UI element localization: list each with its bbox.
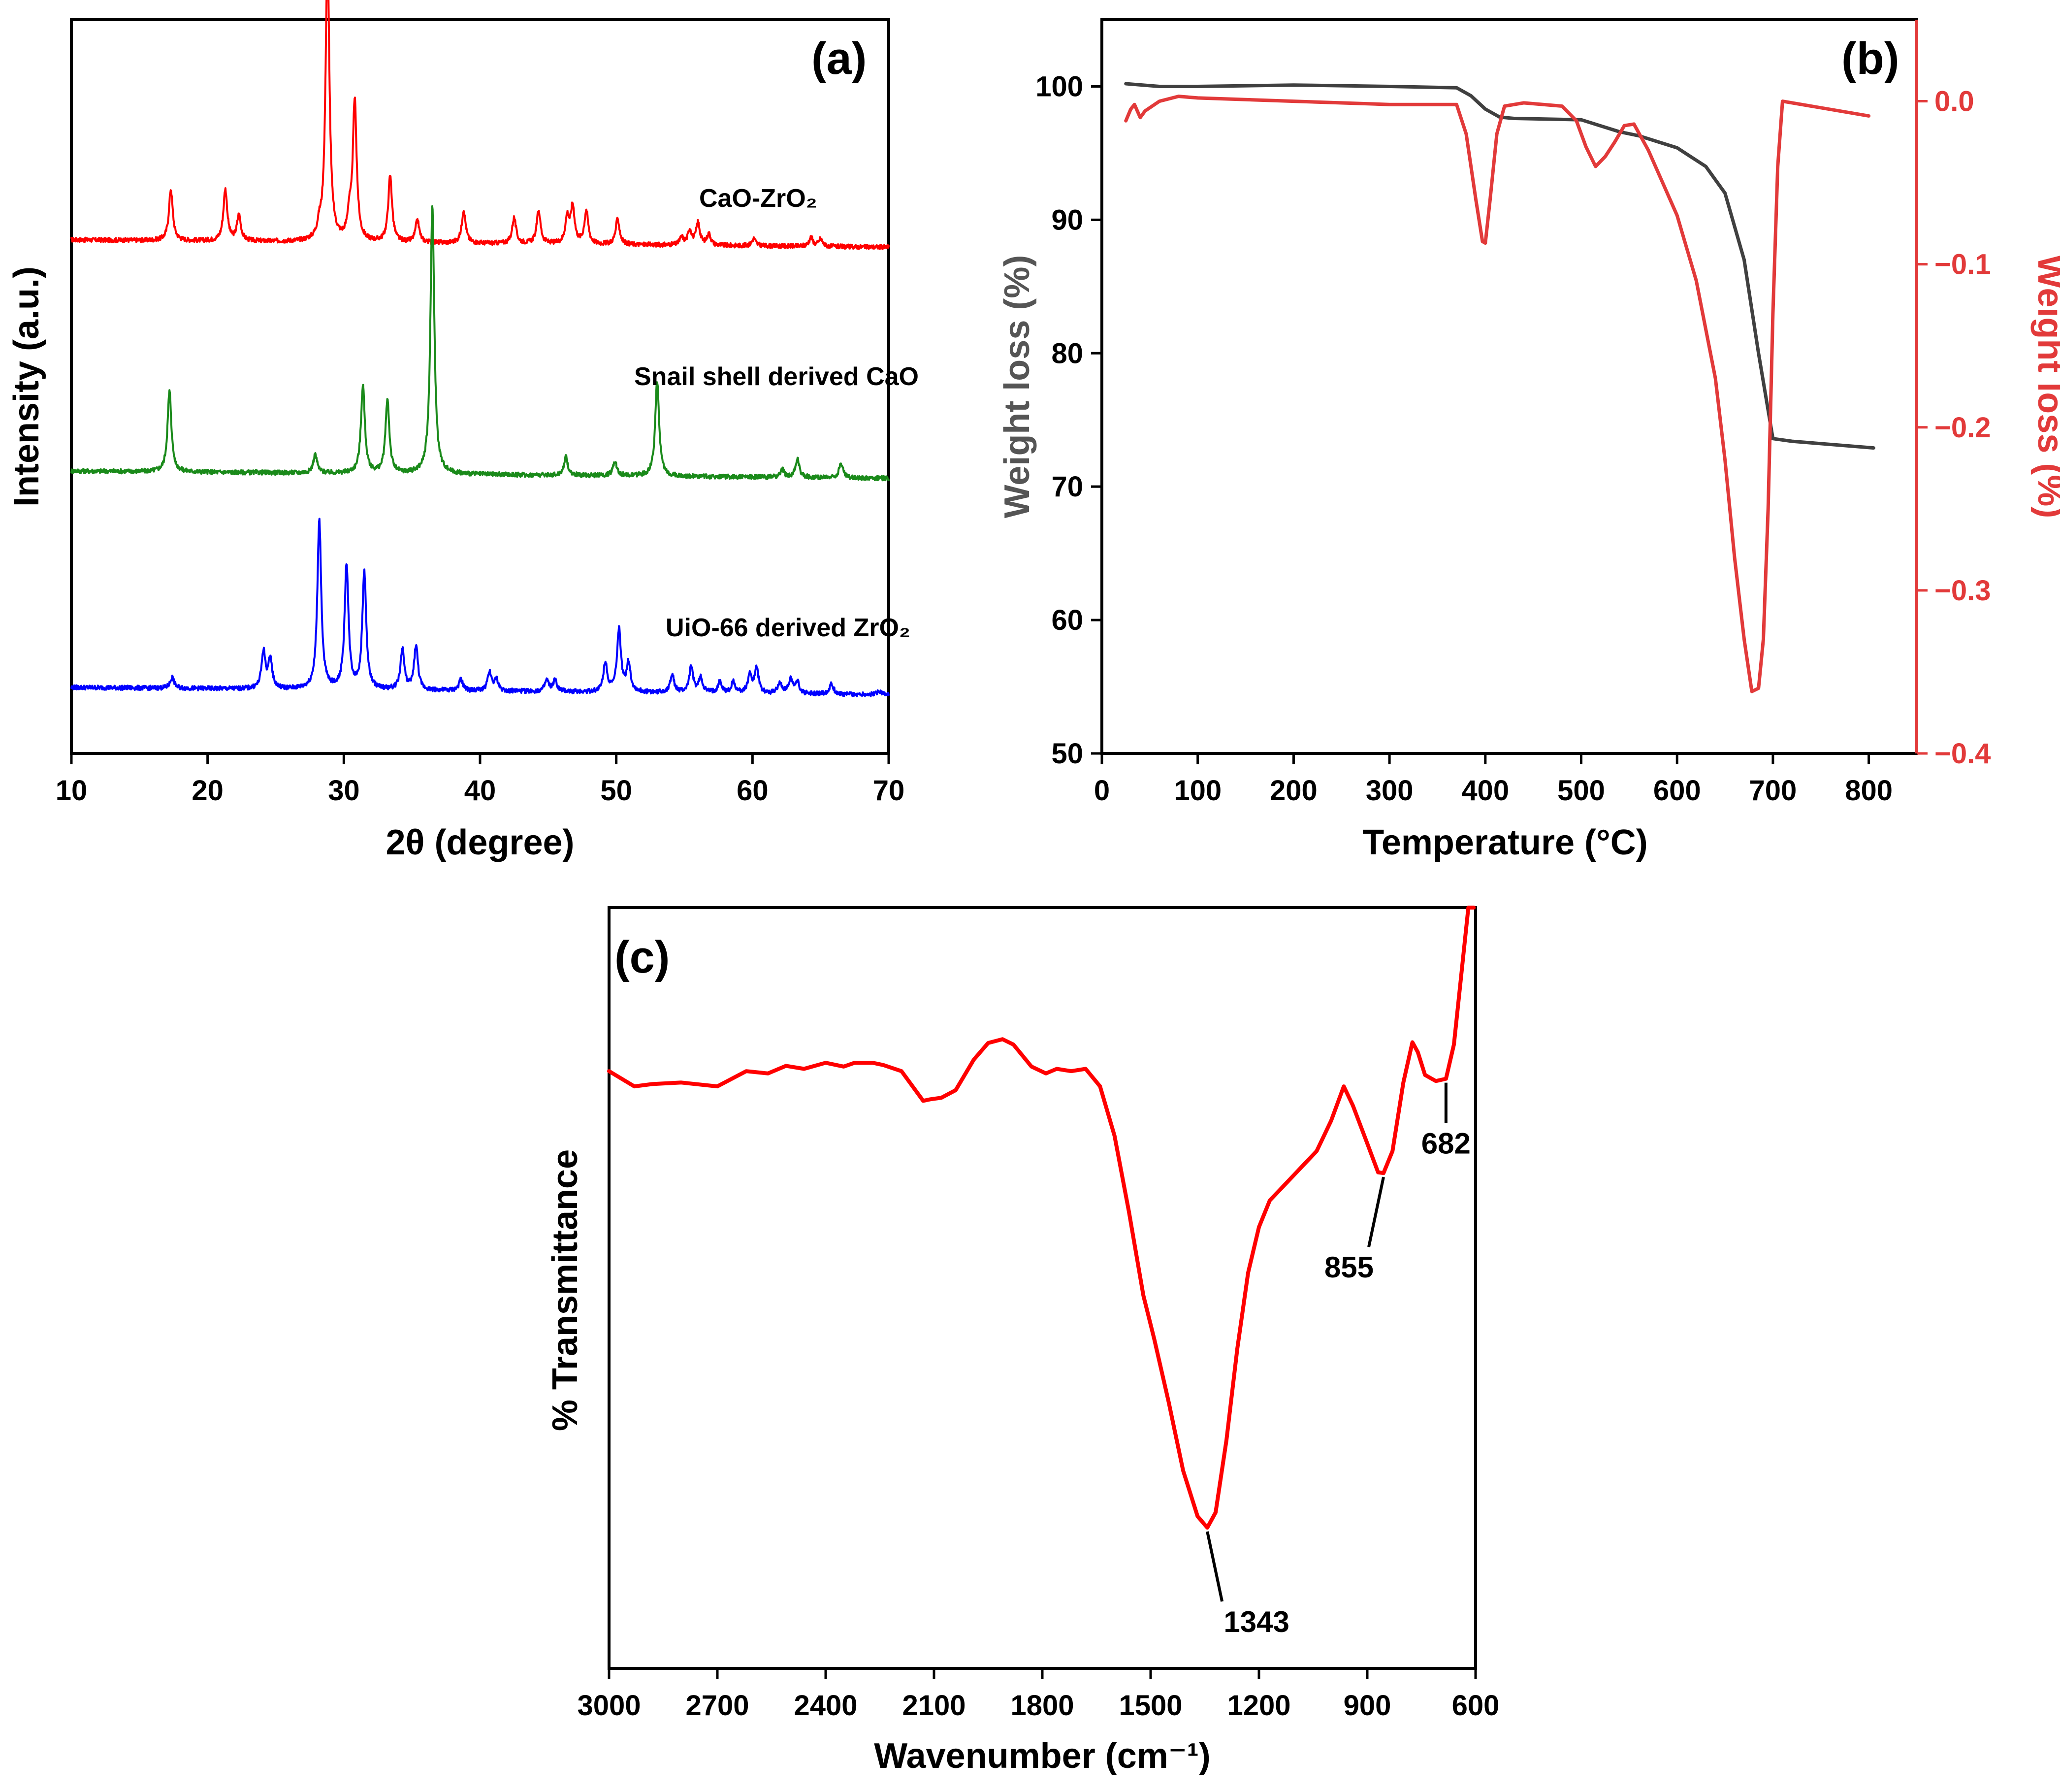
xrd-x-tick-label: 60 <box>737 775 769 807</box>
ftir-annotations: 1343 855 682 <box>1206 1082 1471 1638</box>
ftir-x-tick-label: 1200 <box>1227 1690 1290 1722</box>
xrd-series-line-0 <box>70 0 890 251</box>
xrd-x-tick-label: 50 <box>600 775 632 807</box>
xrd-label-cao-zro2: CaO-ZrO₂ <box>699 184 817 213</box>
dtg-series-line <box>1124 95 1871 693</box>
ftir-x-axis-title: Wavenumber (cm⁻¹) <box>874 1736 1210 1776</box>
tga-x-ticks: 0 100 200 300 400 500 600 700 800 <box>1094 753 1893 807</box>
xrd-x-tick-label: 10 <box>56 775 88 807</box>
ftir-x-tick-label: 2100 <box>902 1690 966 1722</box>
xrd-panel-label: (a) <box>811 33 867 84</box>
tga-x-axis-title: Temperature (°C) <box>1362 823 1648 862</box>
xrd-x-ticks: 10 20 30 40 50 60 70 <box>56 753 905 807</box>
xrd-x-tick-label: 30 <box>328 775 360 807</box>
tga-x-tick-label: 400 <box>1461 775 1509 807</box>
tga-y-tick-label: 70 <box>1051 471 1083 503</box>
tga-y2-ticks: −0.4 −0.3 −0.2 −0.1 0.0 <box>1917 86 1991 770</box>
tga-x-tick-label: 600 <box>1653 775 1701 807</box>
ftir-x-ticks: 3000 2700 2400 2100 1800 1500 1200 900 600 <box>577 1668 1499 1722</box>
ftir-x-tick-label: 900 <box>1344 1690 1391 1722</box>
tga-y-axis-title: Weight loss (%) <box>998 255 1037 519</box>
tga-x-tick-label: 200 <box>1270 775 1318 807</box>
ftir-x-tick-label: 1800 <box>1010 1690 1074 1722</box>
xrd-label-uio66-zro2: UiO-66 derived ZrO₂ <box>666 614 910 642</box>
xrd-x-tick-label: 70 <box>873 775 905 807</box>
tga-y2-axis-title: Weight loss (%) <box>2030 255 2060 519</box>
ftir-annotation-leader <box>1367 1176 1385 1247</box>
ftir-annotation-label: 1343 <box>1223 1605 1289 1638</box>
tga-y2-tick-label: −0.4 <box>1934 738 1991 770</box>
tga-series-line <box>1124 82 1875 450</box>
tga-y2-tick-label: 0.0 <box>1934 86 1974 118</box>
ftir-x-tick-label: 2700 <box>685 1690 749 1722</box>
tga-x-tick-label: 100 <box>1174 775 1222 807</box>
ftir-y-axis-title: % Transmittance <box>546 1149 585 1431</box>
ftir-series-group <box>607 906 1476 1530</box>
ftir-x-tick-label: 600 <box>1452 1690 1500 1722</box>
ftir-x-tick-label: 1500 <box>1119 1690 1182 1722</box>
ftir-annotation-label: 855 <box>1324 1251 1374 1284</box>
xrd-x-axis-title: 2θ (degree) <box>386 823 574 862</box>
tga-y2-tick-label: −0.2 <box>1934 412 1991 444</box>
xrd-series-line-2 <box>70 518 890 697</box>
tga-y2-tick-label: −0.1 <box>1934 249 1991 281</box>
tga-y-ticks: 50 60 70 80 90 100 <box>1035 70 1102 770</box>
tga-y2-tick-label: −0.3 <box>1934 575 1991 607</box>
ftir-panel: 1343 855 682 3000 2700 2400 2100 1800 1500 1200 9… <box>546 906 1499 1776</box>
xrd-x-tick-label: 40 <box>464 775 496 807</box>
ftir-annotation-label: 682 <box>1421 1127 1471 1160</box>
xrd-x-tick-label: 20 <box>192 775 224 807</box>
ftir-panel-label: (c) <box>614 932 670 982</box>
xrd-panel: 10 20 30 40 50 60 70 (a) 2θ (degree) Intensity… <box>7 0 919 862</box>
xrd-series-group <box>70 0 890 697</box>
tga-series-group <box>1124 82 1875 693</box>
tga-x-tick-label: 800 <box>1845 775 1893 807</box>
ftir-series-line <box>607 906 1476 1530</box>
tga-panel: 0 100 200 300 400 500 600 700 800 5060708090100 … <box>998 18 2060 862</box>
tga-y-tick-label: 80 <box>1051 337 1083 369</box>
tga-panel-label: (b) <box>1841 33 1899 84</box>
ftir-x-tick-label: 2400 <box>794 1690 857 1722</box>
tga-x-tick-label: 300 <box>1366 775 1414 807</box>
xrd-series-line-1 <box>70 205 890 482</box>
tga-x-tick-label: 500 <box>1557 775 1605 807</box>
ftir-x-tick-label: 3000 <box>577 1690 641 1722</box>
tga-x-tick-label: 700 <box>1749 775 1797 807</box>
tga-y-tick-label: 100 <box>1035 70 1083 102</box>
tga-y-tick-label: 60 <box>1051 604 1083 636</box>
tga-y-tick-label: 50 <box>1051 738 1083 770</box>
ftir-annotation-leader <box>1206 1531 1224 1602</box>
tga-y-tick-label: 90 <box>1051 204 1083 236</box>
xrd-y-axis-title: Intensity (a.u.) <box>7 266 46 507</box>
xrd-label-snail-cao: Snail shell derived CaO <box>634 362 919 391</box>
tga-x-tick-label: 0 <box>1094 775 1110 807</box>
